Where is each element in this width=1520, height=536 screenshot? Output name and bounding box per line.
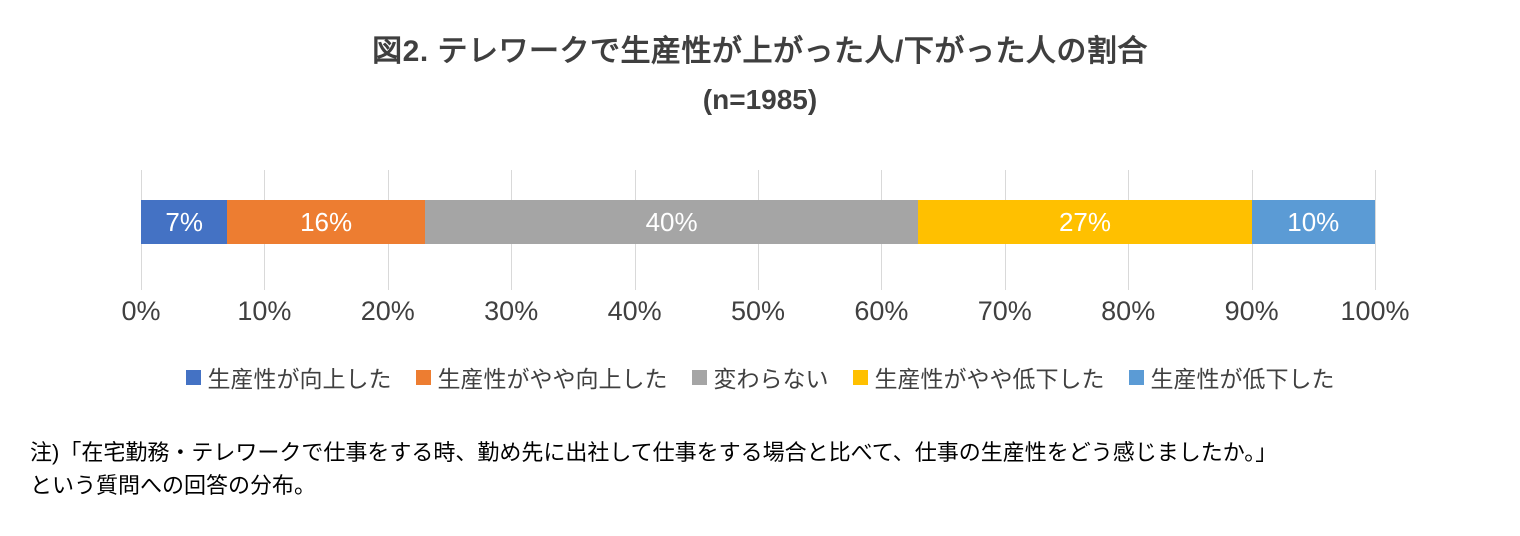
footnote-line1: 注)「在宅勤務・テレワークで仕事をする時、勤め先に出社して仕事をする場合と比べて…	[30, 440, 1278, 465]
x-tick-label: 60%	[854, 296, 909, 326]
legend-label: 生産性が向上した	[207, 366, 392, 392]
bar-segment: 10%	[1251, 200, 1375, 244]
stacked-bar: 7% 16% 40% 27% 10%	[141, 200, 1375, 244]
x-tick-label: 10%	[237, 296, 292, 326]
x-axis: 0% 10% 20% 30% 40% 50% 60% 70% 80% 90% 100%	[121, 296, 1409, 330]
legend-item: 生産性が低下した	[1128, 360, 1335, 394]
legend-swatch	[1128, 369, 1144, 385]
bar-data-label: 27%	[1058, 206, 1112, 237]
plot-area: 7% 16% 40% 27% 10%	[141, 170, 1376, 290]
x-tick-label: 80%	[1101, 296, 1156, 326]
x-tick-label: 50%	[730, 296, 786, 326]
footnote: 注)「在宅勤務・テレワークで仕事をする時、勤め先に出社して仕事をする場合と比べて…	[30, 436, 1490, 502]
legend-swatch	[691, 369, 707, 385]
legend-label: 生産性がやや向上した	[437, 366, 668, 392]
legend-swatch	[415, 369, 431, 385]
x-tick-label: 90%	[1224, 296, 1279, 326]
x-tick-label: 30%	[484, 296, 539, 326]
bar-data-label: 7%	[165, 206, 203, 237]
legend-item: 変わらない	[691, 360, 829, 394]
legend-swatch	[852, 369, 868, 385]
legend-item: 生産性が向上した	[185, 360, 392, 394]
gridline	[1375, 170, 1376, 290]
bar-segment: 40%	[424, 200, 919, 244]
x-tick-label: 40%	[607, 296, 662, 326]
bar-segment: 7%	[141, 200, 228, 244]
chart-subtitle: (n=1985)	[702, 84, 818, 115]
chart-title: 図2. テレワークで生産性が上がった人/下がった人の割合	[372, 35, 1148, 68]
bar-data-label: 40%	[645, 206, 698, 237]
legend-label: 生産性が低下した	[1150, 366, 1335, 392]
legend-label: 生産性がやや低下した	[874, 366, 1105, 392]
legend-item: 生産性がやや低下した	[852, 360, 1105, 394]
x-tick-label: 100%	[1340, 296, 1410, 326]
footnote-line2: という質問への回答の分布。	[30, 473, 317, 498]
legend: 生産性が向上した 生産性がやや向上した 変わらない 生産性がやや低下した 生産性が低下し…	[0, 360, 1520, 394]
bar-data-label: 16%	[300, 206, 353, 237]
x-tick-label: 70%	[977, 296, 1032, 326]
x-tick-label: 20%	[360, 296, 415, 326]
bar-segment: 27%	[918, 200, 1252, 244]
legend-label: 変わらない	[713, 366, 829, 392]
bar-data-label: 10%	[1287, 206, 1340, 237]
x-tick-label: 0%	[121, 296, 161, 326]
legend-item: 生産性がやや向上した	[415, 360, 668, 394]
bar-segment: 16%	[227, 200, 425, 244]
legend-swatch	[185, 369, 201, 385]
